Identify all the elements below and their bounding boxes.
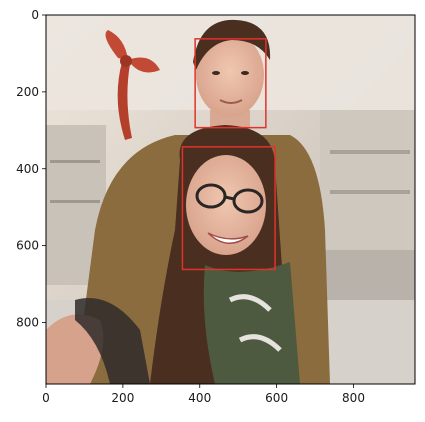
- axes-frame: [45, 14, 416, 385]
- y-tick-label: 0: [31, 8, 39, 22]
- bounding-box-1: [194, 38, 267, 129]
- y-tick-label: 200: [16, 85, 39, 99]
- bounding-box-2: [181, 146, 276, 271]
- y-tick-label: 400: [16, 162, 39, 176]
- axis-ticks: 0 200 400 600 800 0 200 400 600 800: [16, 8, 365, 405]
- x-tick-label: 200: [111, 391, 134, 405]
- y-tick-label: 600: [16, 239, 39, 253]
- y-tick-label: 800: [16, 316, 39, 330]
- x-tick-label: 600: [265, 391, 288, 405]
- x-tick-label: 400: [188, 391, 211, 405]
- photo-image: [46, 15, 415, 384]
- detection-boxes: [181, 38, 276, 271]
- x-tick-label: 0: [42, 391, 50, 405]
- x-tick-label: 800: [342, 391, 365, 405]
